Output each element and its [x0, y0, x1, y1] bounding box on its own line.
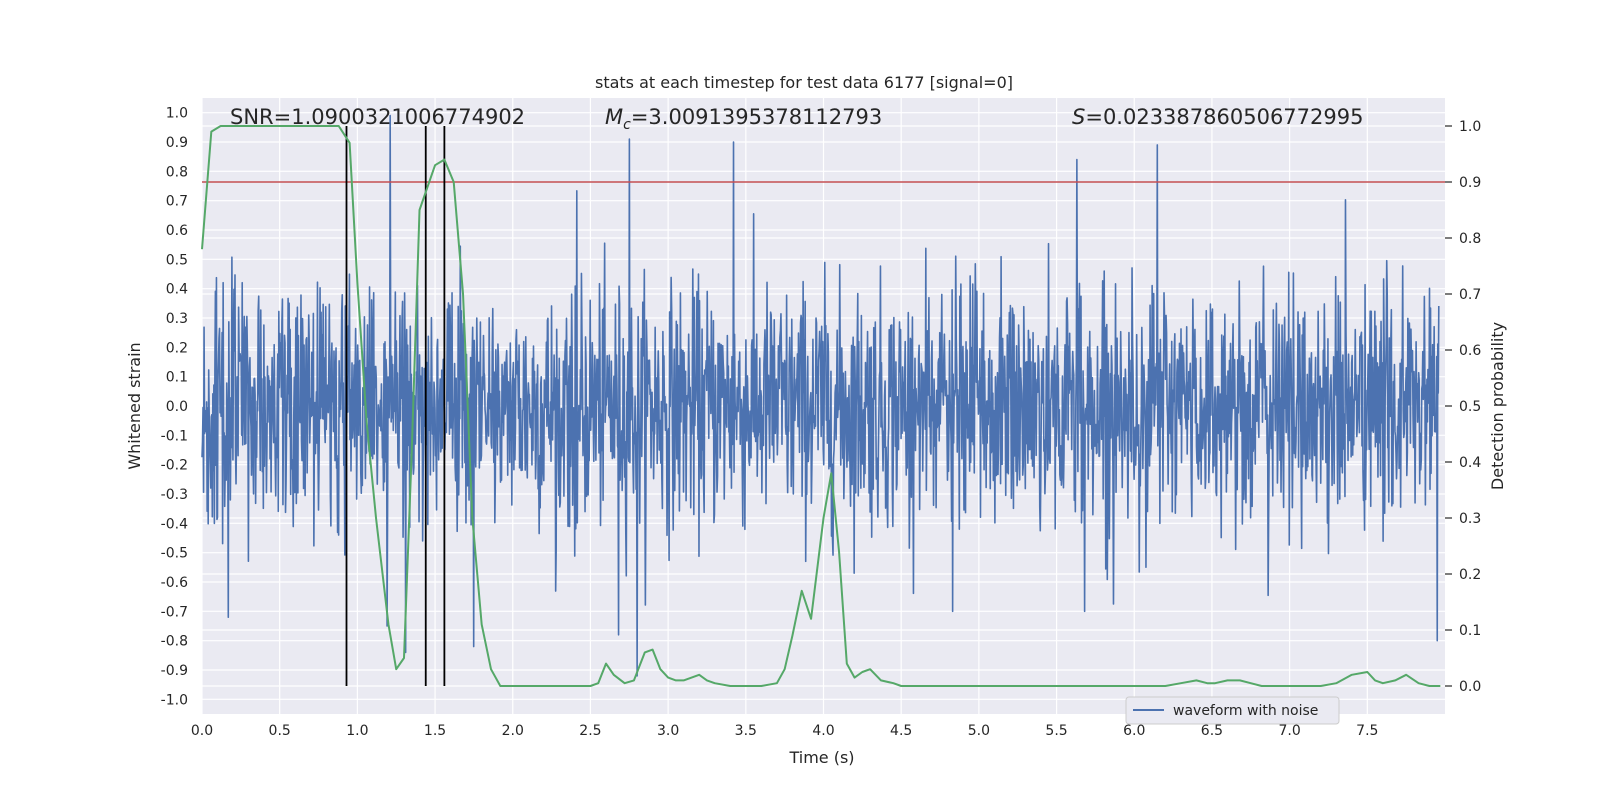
- chart-title: stats at each timestep for test data 617…: [595, 73, 1013, 92]
- x-tick-label: 2.5: [579, 723, 601, 739]
- y-tick-label: -1.0: [161, 692, 188, 708]
- y-right-tick-label: 0.0: [1459, 679, 1481, 695]
- y-tick-label: 0.6: [166, 223, 188, 239]
- x-tick-label: 0.0: [191, 723, 213, 739]
- y-right-tick-label: 0.6: [1459, 343, 1481, 359]
- y-right-tick-label: 0.5: [1459, 399, 1481, 415]
- x-tick-label: 1.0: [346, 723, 368, 739]
- chirp-mass-value: =3.0091395378112793: [631, 105, 882, 129]
- y-tick-label: -0.9: [161, 663, 188, 679]
- s-annotation: S=0.023387860506772995: [1072, 105, 1363, 129]
- x-tick-label: 4.0: [812, 723, 834, 739]
- x-tick-label: 7.0: [1278, 723, 1300, 739]
- x-axis-label: Time (s): [788, 748, 854, 767]
- y-tick-label: 0.9: [166, 135, 188, 151]
- y-axis-label: Whitened strain: [125, 342, 144, 469]
- probability-line: [201, 125, 1441, 687]
- y-tick-label: -0.7: [161, 604, 188, 620]
- x-tick-label: 6.5: [1201, 723, 1223, 739]
- x-tick-label: 0.5: [269, 723, 291, 739]
- x-tick-label: 5.5: [1045, 723, 1067, 739]
- y-tick-label: 0.7: [166, 194, 188, 210]
- overlay-lines: [202, 126, 1445, 686]
- y-right-tick-label: 0.9: [1459, 175, 1481, 191]
- chirp-mass-subscript: c: [623, 117, 631, 133]
- y-right-tick-label: 0.3: [1459, 511, 1481, 527]
- x-tick-label: 6.0: [1123, 723, 1145, 739]
- legend-box: [1125, 696, 1340, 725]
- x-tick-label: 2.0: [502, 723, 524, 739]
- y-tick-label: 0.5: [166, 252, 188, 268]
- y-axis-right-label: Detection probability: [1488, 322, 1507, 490]
- axes: 0.0 0.5 1.0 1.5 2.0 2.5 3.0 3.5 4.0 4.5 5.0 5.5 6.0 6…: [161, 106, 1482, 739]
- y-tick-label: -0.2: [161, 458, 188, 474]
- y-right-tick-label: 1.0: [1459, 119, 1481, 135]
- x-tick-label: 4.5: [890, 723, 912, 739]
- chirp-mass-symbol: M: [605, 105, 623, 129]
- s-value: =0.023387860506772995: [1085, 105, 1363, 129]
- y-right-tick-label: 0.2: [1459, 567, 1481, 583]
- y-tick-label: 0.1: [166, 370, 188, 386]
- y-right-tick-label: 0.4: [1459, 455, 1481, 471]
- y-right-tick-label: 0.1: [1459, 623, 1481, 639]
- y-tick-label: -0.1: [161, 428, 188, 444]
- legend-label-waveform: waveform with noise: [1173, 703, 1318, 719]
- y-tick-label: -0.6: [161, 575, 188, 591]
- y-tick-label: 0.2: [166, 340, 188, 356]
- chirp-mass-annotation: Mc=3.0091395378112793: [605, 105, 882, 133]
- waveform-series: [201, 114, 1440, 677]
- x-tick-label: 3.5: [735, 723, 757, 739]
- y-tick-label: -0.5: [161, 546, 188, 562]
- y-tick-label: -0.4: [161, 516, 188, 532]
- x-tick-label: 3.0: [657, 723, 679, 739]
- x-tick-label: 7.5: [1356, 723, 1378, 739]
- y-right-tick-label: 0.7: [1459, 287, 1481, 303]
- y-tick-label: 0.3: [166, 311, 188, 327]
- probability-series: [201, 125, 1441, 687]
- s-symbol: S: [1072, 105, 1085, 129]
- y-tick-label: -0.3: [161, 487, 188, 503]
- y-tick-label: 0.0: [166, 399, 188, 415]
- y-tick-label: 0.8: [166, 164, 188, 180]
- waveform-line: [201, 114, 1440, 677]
- x-tick-label: 1.5: [424, 723, 446, 739]
- legend: waveform with noise: [1125, 696, 1340, 725]
- y-tick-label: 1.0: [166, 106, 188, 122]
- x-tick-label: 5.0: [968, 723, 990, 739]
- y-tick-label: -0.8: [161, 634, 188, 650]
- snr-annotation: SNR=1.0900321006774902: [230, 105, 525, 129]
- y-tick-label: 0.4: [166, 282, 188, 298]
- y-right-tick-label: 0.8: [1459, 231, 1481, 247]
